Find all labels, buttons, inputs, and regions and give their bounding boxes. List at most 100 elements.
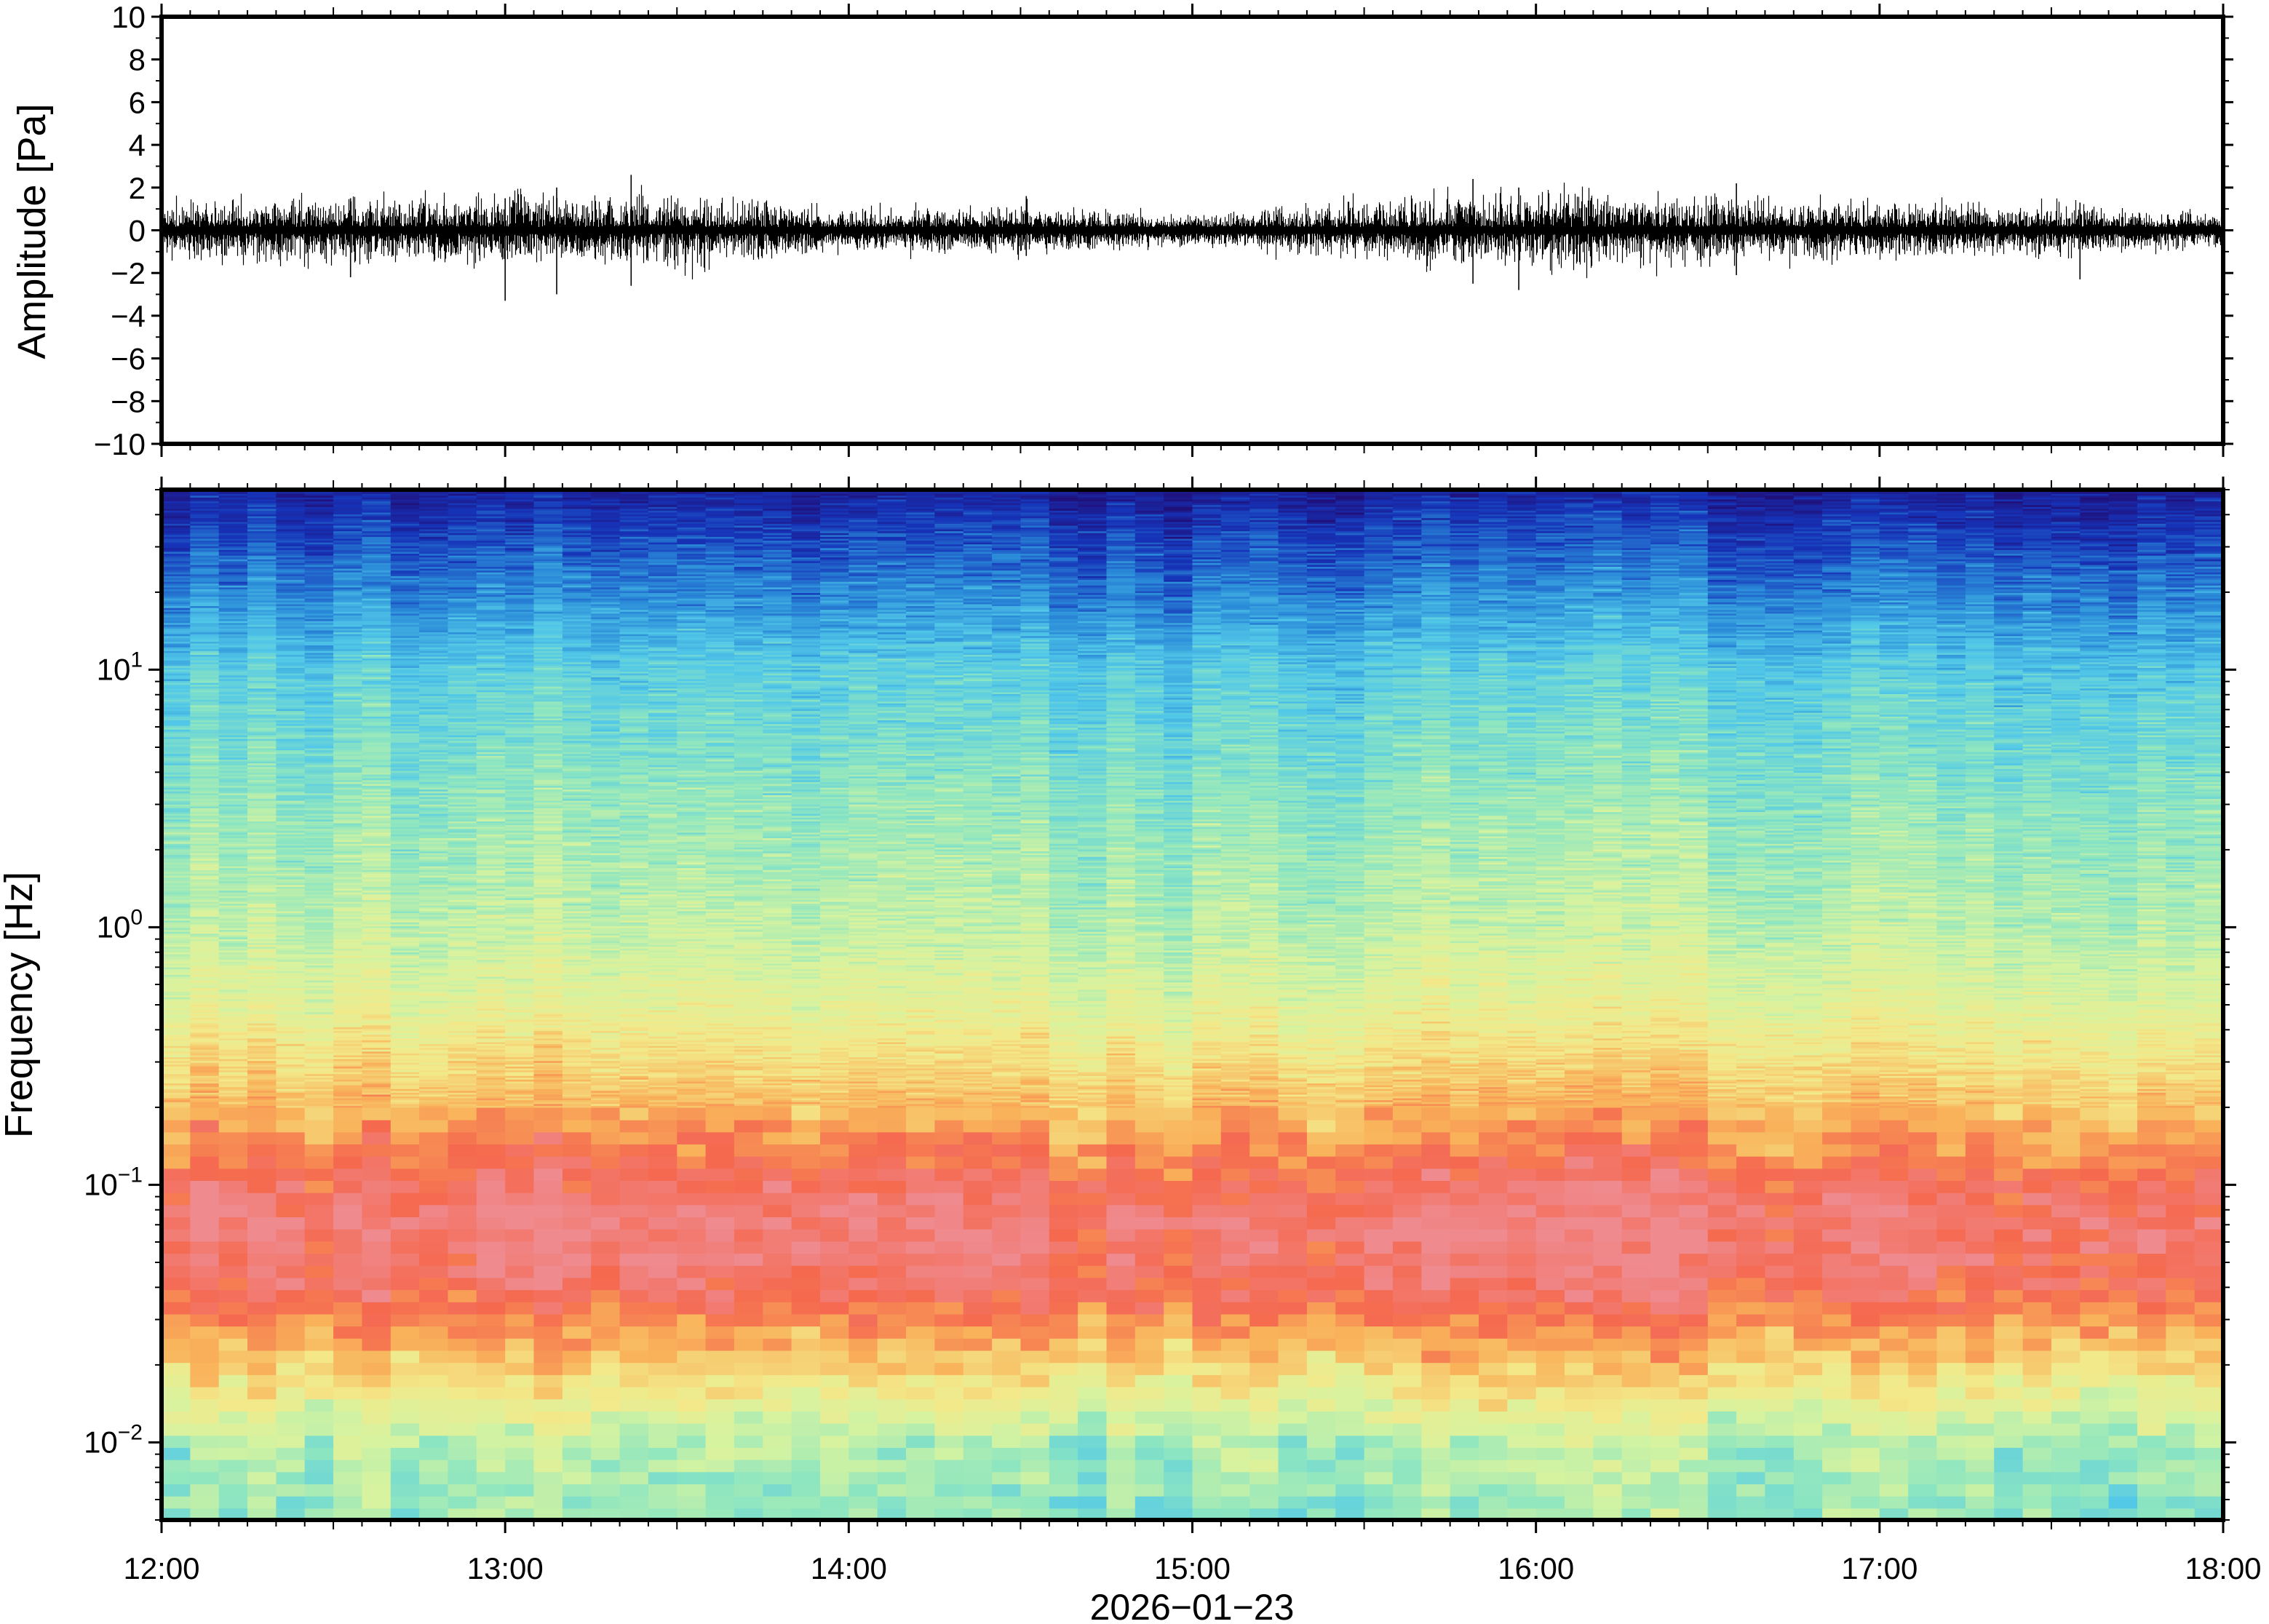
spectrogram-cell: [190, 665, 220, 668]
spectrogram-cell: [247, 946, 277, 949]
spectrogram-cell: [218, 669, 248, 672]
spectrogram-cell: [247, 553, 277, 556]
spectrogram-cell: [304, 907, 334, 909]
spectrogram-cell: [190, 1313, 220, 1327]
spectrogram-cell: [218, 520, 248, 522]
spectrogram-cell: [218, 501, 248, 503]
spectrogram-cell: [218, 665, 248, 668]
spectrogram-cell: [218, 1079, 248, 1082]
spectrogram-cell: [304, 1105, 334, 1108]
spectrogram-cell: [304, 873, 334, 876]
spectrogram-cell: [190, 723, 220, 726]
spectrogram-cell: [190, 686, 220, 689]
spectrogram-cell: [218, 542, 248, 545]
spectrogram-cell: [162, 495, 191, 498]
spectrogram-cell: [162, 871, 191, 874]
spectrogram-cell: [276, 1008, 306, 1011]
spectrogram-cell: [304, 585, 334, 588]
spectrogram-cell: [247, 918, 277, 921]
spectrogram-cell: [276, 491, 306, 494]
spectrogram-cell: [276, 918, 306, 921]
spectrogram-cell: [304, 710, 334, 713]
spectrogram-cell: [276, 879, 306, 882]
spectrogram-cell: [162, 748, 191, 751]
spectrogram-cell: [276, 516, 306, 519]
spectrogram-cell: [162, 661, 191, 664]
spectrogram-cell: [333, 1217, 363, 1230]
spectrogram-cell: [276, 778, 306, 781]
spectrogram-cell: [218, 733, 248, 736]
spectrogram-cell: [218, 534, 248, 537]
spectrogram-cell: [304, 733, 334, 736]
spectrogram-cell: [218, 555, 248, 558]
spectrogram-cell: [247, 1096, 277, 1099]
spectrogram-cell: [190, 1386, 220, 1400]
spectrogram-cell: [218, 629, 248, 633]
spectrogram-cell: [190, 1085, 220, 1088]
spectrogram-cell: [190, 1030, 220, 1033]
spectrogram-cell: [304, 1090, 334, 1093]
spectrogram-cell: [162, 654, 191, 657]
spectrogram-cell: [162, 1049, 191, 1052]
spectrogram-cell: [304, 579, 334, 582]
spectrogram-cell: [390, 1204, 421, 1217]
spectrogram-cell: [276, 877, 306, 880]
spectrogram-cell: [162, 1046, 191, 1048]
spectrogram-cell: [304, 920, 334, 923]
spectrogram-cell: [333, 1495, 363, 1509]
spectrogram-cell: [333, 1277, 363, 1291]
spectrogram-cell: [276, 650, 306, 653]
spectrogram-cell: [162, 637, 191, 640]
spectrogram-cell: [218, 671, 248, 674]
spectrogram-cell: [247, 555, 277, 558]
spectrogram-cell: [218, 701, 248, 704]
spectrogram-cell: [218, 1041, 248, 1044]
spectrogram-cell: [247, 867, 277, 870]
spectrogram-cell: [247, 905, 277, 908]
spectrogram-cell: [448, 1143, 477, 1157]
spectrogram-cell: [190, 984, 220, 987]
spectrogram-cell: [247, 821, 277, 824]
spectrogram-cell: [247, 493, 277, 496]
spectrogram-cell: [162, 861, 191, 865]
spectrogram-cell: [448, 1289, 477, 1302]
spectrogram-cell: [218, 795, 248, 797]
spectrogram-cell: [190, 1049, 220, 1052]
spectrogram-cell: [218, 819, 248, 821]
spectrogram-cell: [304, 1289, 334, 1302]
spectrogram-cell: [247, 530, 277, 533]
spectrogram-cell: [190, 1094, 220, 1097]
spectrogram-cell: [218, 840, 248, 843]
spectrogram-cell: [304, 1241, 334, 1254]
spectrogram-cell: [304, 703, 334, 706]
spectrogram-cell: [247, 585, 277, 588]
spectrogram-cell: [304, 1015, 334, 1018]
spectrogram-cell: [162, 1217, 191, 1230]
spectrogram-cell: [419, 1180, 449, 1193]
spectrogram-cell: [247, 576, 277, 578]
spectrogram-cell: [190, 995, 220, 998]
spectrogram-cell: [476, 1350, 506, 1364]
spectrogram-cell: [162, 1119, 191, 1133]
spectrogram-cell: [362, 1119, 392, 1133]
spectrogram-cell: [276, 774, 306, 777]
spectrogram-cell: [276, 576, 306, 578]
spectrogram-cell: [162, 749, 191, 752]
spectrogram-cell: [276, 697, 306, 700]
spectrogram-cell: [247, 1241, 277, 1254]
spectrogram-cell: [190, 1289, 220, 1302]
spectrogram-cell: [162, 946, 191, 949]
spectrogram-cell: [304, 800, 334, 803]
spectrogram-cell: [276, 791, 306, 794]
spectrogram-cell: [390, 1168, 421, 1181]
spectrogram-cell: [190, 493, 220, 496]
spectrogram-cell: [247, 822, 277, 826]
spectrogram-cell: [218, 1131, 248, 1145]
spectrogram-cell: [276, 755, 306, 758]
spectrogram-cell: [190, 822, 220, 826]
spectrogram-cell: [162, 1036, 191, 1039]
spectrogram-cell: [333, 1289, 363, 1302]
spectrogram-cell: [190, 1350, 220, 1364]
spectrogram-cell: [304, 1495, 334, 1509]
spectrogram-cell: [276, 1011, 306, 1014]
